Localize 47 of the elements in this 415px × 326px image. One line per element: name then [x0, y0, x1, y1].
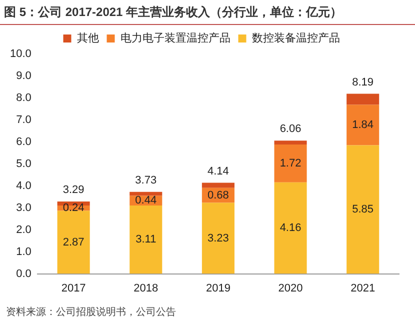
bar	[202, 182, 234, 188]
data-label: 3.23	[207, 232, 229, 244]
text: 资料来源：公司招股说明书，公司公告	[5, 306, 177, 320]
chart-title: 图 5：公司 2017-2021 年主营业务收入（分行业，单位：亿元）	[0, 0, 415, 25]
bar	[130, 192, 162, 196]
x-tick-label: 2018	[134, 282, 158, 294]
y-tick-label: 9.0	[16, 70, 32, 82]
total-label: 4.14	[207, 165, 229, 178]
bar	[346, 104, 380, 146]
data-label: 1.72	[280, 157, 302, 170]
legend-label: 电力电子装置温控产品	[120, 32, 230, 45]
data-label: 3.11	[136, 234, 156, 246]
y-tick-label: 10.0	[10, 48, 32, 60]
legend-label: 数控装备温控产品	[252, 32, 340, 45]
y-tick-label: 4.0	[16, 180, 32, 192]
bar	[130, 205, 162, 274]
legend-label: 其他	[76, 32, 99, 45]
bar	[274, 144, 307, 182]
total-label: 3.29	[62, 184, 84, 196]
bar	[346, 94, 380, 105]
total-label: 8.19	[352, 76, 374, 88]
y-tick-label: 2.0	[16, 224, 32, 236]
y-tick-label: 7.0	[16, 114, 32, 126]
y-tick-label: 5.0	[16, 158, 32, 170]
y-tick-label: 6.0	[16, 136, 32, 148]
x-tick-label: 2020	[278, 282, 303, 294]
x-tick-label: 2017	[61, 282, 86, 294]
total-label: 3.73	[135, 174, 157, 186]
y-tick-label: 0.0	[16, 268, 32, 280]
data-label: 4.16	[280, 222, 302, 234]
data-label: 0.44	[135, 194, 157, 207]
y-tick-label: 8.0	[16, 92, 32, 104]
data-label: 1.84	[352, 119, 374, 132]
bar	[346, 145, 380, 274]
bar	[202, 202, 234, 274]
data-label: 2.87	[62, 236, 84, 248]
bar	[57, 210, 90, 274]
data-label: 5.85	[352, 204, 374, 216]
y-tick-label: 3.0	[16, 202, 32, 214]
data-label: 0.24	[62, 202, 84, 214]
x-tick-label: 2021	[350, 282, 376, 294]
bar	[274, 182, 307, 274]
data-label: 0.68	[207, 189, 229, 202]
bar	[274, 140, 307, 145]
x-tick-label: 2019	[206, 282, 230, 294]
y-tick-label: 1.0	[16, 246, 32, 258]
total-label: 6.06	[280, 123, 302, 136]
